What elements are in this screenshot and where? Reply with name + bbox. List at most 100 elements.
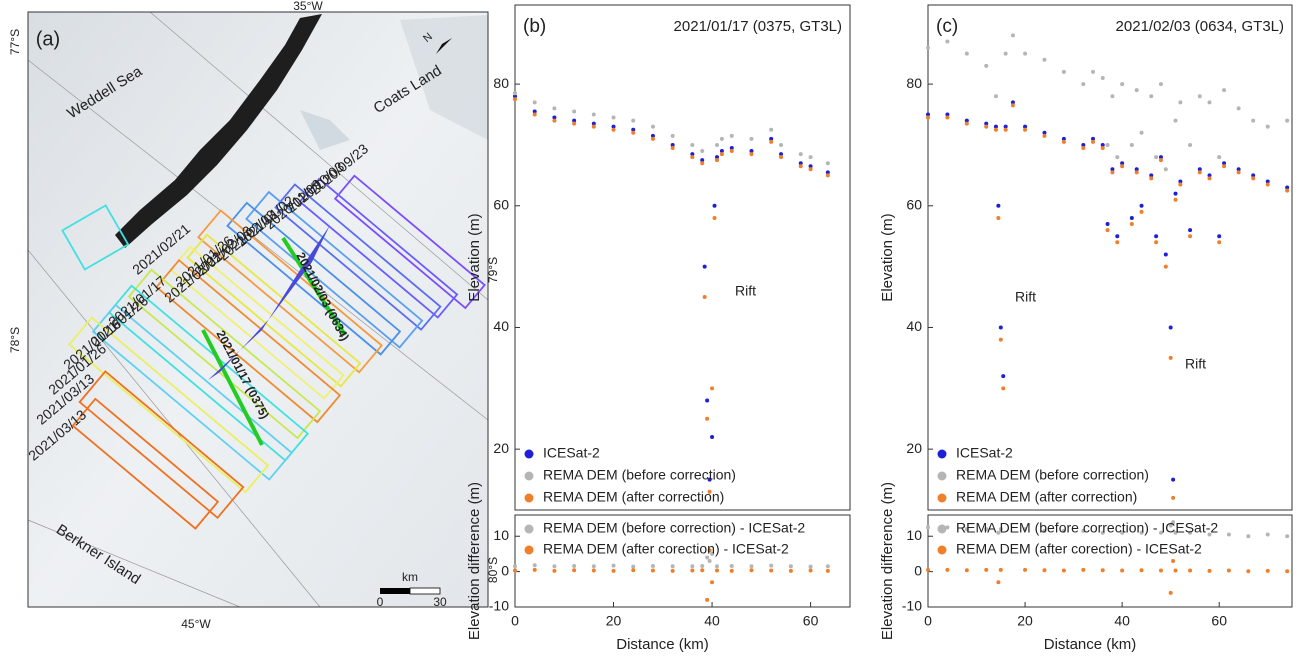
legend-marker [937,524,947,534]
coastline [115,14,322,248]
legend-label: REMA DEM (after correction) [956,489,1137,505]
data-point [1154,234,1159,239]
data-point [714,142,719,147]
data-point [1139,568,1144,573]
x-tick-label: 60 [803,613,819,629]
ice-texture [400,15,488,140]
ice-shelf-ridge [300,110,350,150]
y-axis-label: Elevation difference (m) [879,482,896,640]
data-point [1188,228,1193,233]
data-point [1154,240,1159,245]
data-point [1105,142,1110,147]
data-point [714,568,719,573]
data-point [532,112,537,117]
track-box [127,268,322,440]
data-point [788,564,793,569]
y-tick-label: 60 [493,196,509,212]
legend-marker [524,524,534,534]
data-point [1207,173,1212,178]
data-point [1188,142,1193,147]
data-point [1236,167,1241,172]
map-label: 80°S [486,557,500,583]
legend-label: REMA DEM (before correction) [543,467,736,483]
data-point [1168,325,1173,330]
data-point [996,580,1001,585]
data-point [769,136,774,141]
data-point [1120,82,1125,87]
north-arrow [436,38,452,54]
data-point [513,94,517,99]
data-point [788,568,793,573]
data-point [1171,559,1176,563]
data-point [1178,182,1183,187]
data-point [729,563,734,568]
plot-frame [514,514,851,608]
legend-marker [937,471,947,481]
data-point [532,100,537,105]
data-point [945,567,950,572]
data-point [1081,528,1086,533]
data-point [984,124,989,129]
data-point [998,337,1003,342]
data-point [710,580,715,585]
legend-marker [524,449,534,459]
data-point [705,416,710,421]
data-point [1042,528,1047,533]
map-frame [27,11,489,608]
annotation: Rift [735,283,756,299]
data-point [631,127,636,132]
data-point [1061,528,1066,533]
data-point [1163,252,1168,257]
data-point [808,155,813,160]
data-point [532,109,537,114]
data-point [729,145,734,150]
map-label: 0 [377,595,384,609]
data-point [808,164,813,169]
data-point [707,477,712,482]
data-point [749,568,754,573]
data-point [1120,568,1125,573]
data-point [926,45,930,50]
track-box [274,183,442,331]
data-point [1236,170,1241,175]
data-point [1110,94,1115,99]
legend-marker [937,449,947,459]
data-point [779,142,784,147]
legend-label: REMA DEM (after corection) - ICESat-2 [956,541,1202,557]
data-point [1251,173,1256,178]
data-point [611,115,616,120]
data-point [1163,264,1168,269]
y-axis-label: Elevation (m) [466,213,483,301]
track-box [298,177,459,319]
x-axis-label: Distance (km) [1044,636,1137,653]
data-point [1217,234,1222,239]
data-point [1178,100,1183,105]
data-point [779,152,784,157]
data-point [825,568,830,573]
data-point [825,564,830,569]
data-point [650,136,655,141]
data-point [1010,100,1015,105]
data-point [690,142,695,147]
data-point [1105,228,1110,233]
data-point [1197,94,1202,99]
data-point [1265,124,1270,129]
data-point [984,567,989,572]
data-point [1023,567,1028,572]
legend-label: REMA DEM (after corection) - ICESat-2 [543,541,789,557]
data-point [1168,523,1173,528]
legend-label: REMA DEM (after correction) [543,489,724,505]
data-point [749,564,754,569]
data-point [1081,142,1086,147]
data-point [1171,477,1176,482]
data-point [714,564,719,569]
data-point [1091,136,1096,141]
data-point [1120,161,1125,166]
data-point [1207,100,1212,105]
data-point [1115,234,1120,239]
data-point [1285,569,1290,574]
data-point [1042,133,1047,138]
data-point [1285,188,1290,193]
data-point [1217,240,1222,245]
data-point [808,564,813,569]
